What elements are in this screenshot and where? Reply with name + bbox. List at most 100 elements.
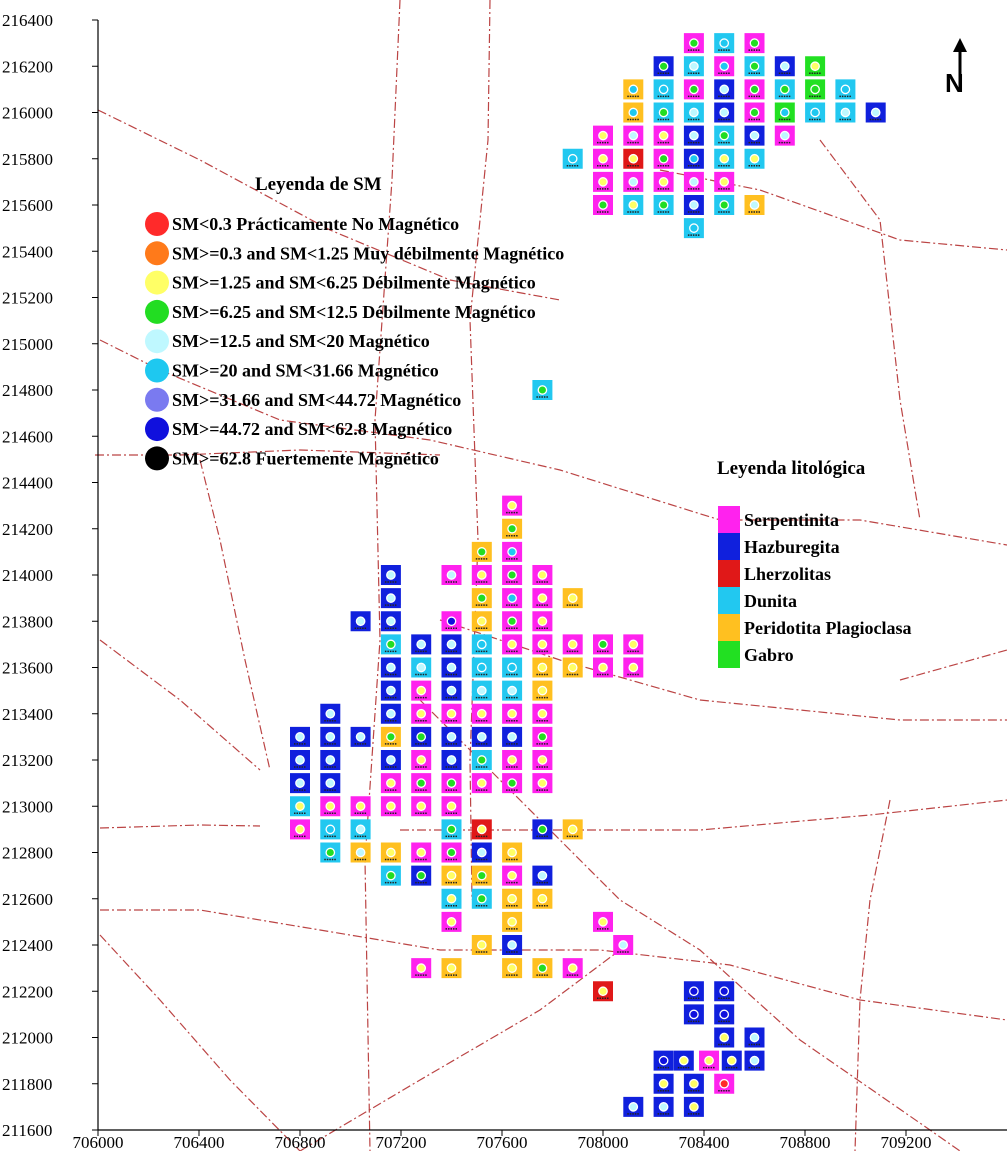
sample-sm-dot (446, 824, 457, 835)
sample-marker (714, 1004, 735, 1025)
sample-marker (471, 611, 492, 632)
sample-marker (411, 842, 432, 863)
sample-sm-dot (416, 708, 427, 719)
sample-sm-dot (476, 940, 487, 950)
sample-sm-dot (476, 616, 487, 627)
sample-sm-dot (537, 385, 548, 395)
sample-marker (744, 1027, 765, 1048)
sample-marker (471, 634, 492, 655)
sample-marker (714, 125, 735, 146)
sample-sm-dot (628, 177, 639, 187)
litho-legend-title: Leyenda litológica (717, 458, 866, 479)
sample-marker (683, 1004, 704, 1025)
sample-sm-dot (749, 107, 760, 118)
sample-sm-dot (295, 801, 305, 812)
sample-sm-dot (689, 177, 699, 187)
sample-sm-dot (446, 917, 457, 927)
y-tick-label: 215800 (2, 150, 53, 169)
sample-sm-dot (749, 61, 760, 72)
sample-marker (593, 148, 613, 169)
sample-sm-dot (658, 1055, 669, 1066)
sample-marker (714, 1073, 735, 1094)
sm-legend-label: SM>=1.25 and SM<6.25 Débilmente Magnétic… (172, 273, 536, 293)
sample-sm-dot (416, 963, 427, 973)
sample-marker (593, 171, 613, 192)
sample-marker (714, 56, 735, 77)
sample-sm-dot (779, 130, 790, 141)
sample-sm-dot (416, 778, 427, 788)
sample-sm-dot (386, 662, 396, 673)
y-tick-label: 214800 (2, 381, 53, 400)
sample-sm-dot (446, 847, 457, 858)
sample-marker (411, 657, 432, 678)
sample-sm-dot (628, 153, 639, 164)
sample-marker (471, 541, 492, 562)
sample-marker (441, 657, 462, 678)
sample-marker (744, 148, 765, 169)
sample-marker (380, 773, 401, 794)
sample-sm-dot (689, 38, 699, 48)
sm-legend-label: SM>=20 and SM<31.66 Magnético (172, 361, 439, 381)
sample-marker (502, 750, 523, 770)
sample-sm-dot (507, 593, 517, 603)
litho-legend-swatch (718, 560, 740, 587)
sample-sm-dot (810, 61, 820, 72)
sample-marker (441, 865, 462, 886)
sample-marker (441, 565, 462, 585)
sample-sm-dot (507, 500, 517, 511)
sample-sm-dot (446, 570, 457, 580)
litho-legend-swatch (718, 587, 740, 614)
sample-sm-dot (355, 801, 366, 812)
sample-marker (350, 842, 371, 863)
y-tick-label: 213200 (2, 751, 53, 770)
sample-marker (805, 102, 826, 123)
sample-sm-dot (598, 917, 608, 927)
sample-sm-dot (749, 38, 760, 48)
sample-sm-dot (658, 84, 669, 95)
sample-sm-dot (658, 200, 669, 210)
sample-marker (411, 750, 432, 770)
sample-marker (562, 634, 583, 655)
sample-marker (471, 588, 492, 609)
sample-sm-dot (446, 870, 457, 881)
sample-marker (411, 958, 432, 979)
sample-marker (744, 33, 765, 54)
sample-marker (471, 703, 492, 724)
sample-sm-dot (476, 847, 487, 858)
sample-sm-dot (507, 940, 517, 950)
y-tick-label: 215000 (2, 335, 53, 354)
x-tick-label: 707200 (376, 1133, 427, 1151)
sample-marker (532, 657, 553, 678)
sample-sm-dot (704, 1055, 714, 1066)
sample-sm-dot (719, 107, 730, 118)
sample-sm-dot (476, 824, 487, 835)
sm-legend-label: SM>=62.8 Fuertemente Magnético (172, 448, 439, 468)
north-arrow: N (945, 38, 967, 98)
sample-sm-dot (719, 38, 730, 48)
sample-marker (320, 750, 341, 770)
sample-sm-dot (537, 870, 548, 881)
sample-marker (623, 1096, 644, 1117)
y-tick-label: 211800 (2, 1075, 52, 1094)
litho-legend-swatch (718, 533, 740, 560)
sample-marker (532, 380, 553, 400)
x-tick-label: 708800 (780, 1133, 831, 1151)
sample-sm-dot (689, 223, 699, 233)
sample-marker (683, 125, 704, 146)
sample-sm-dot (726, 1055, 737, 1066)
sample-sm-dot (325, 778, 336, 788)
sample-sm-dot (386, 639, 396, 650)
sample-marker (714, 102, 735, 123)
sample-sm-dot (446, 801, 457, 812)
sample-marker (502, 518, 523, 539)
sample-marker (471, 865, 492, 886)
sample-marker (502, 935, 523, 955)
sample-marker (380, 796, 401, 817)
x-tick-label: 708400 (679, 1133, 730, 1151)
sample-sm-dot (537, 963, 548, 973)
sample-marker (683, 79, 704, 100)
sample-marker (623, 195, 644, 215)
sample-marker (441, 773, 462, 794)
sm-legend: Leyenda de SM SM<0.3 Prácticamente No Ma… (145, 174, 564, 471)
sample-marker (744, 102, 765, 123)
